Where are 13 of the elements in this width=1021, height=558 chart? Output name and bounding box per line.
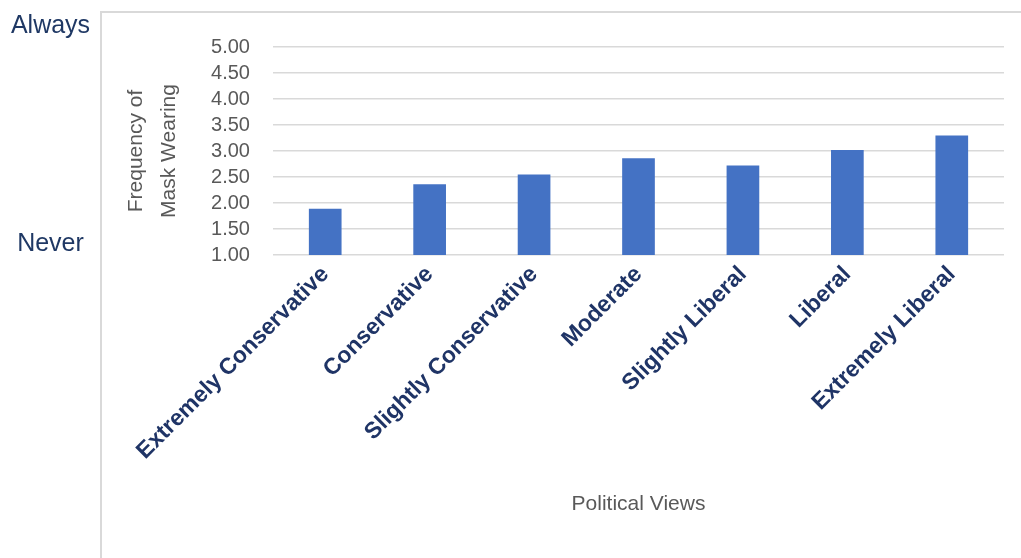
y-tick-label: 2.00 <box>211 190 250 213</box>
x-axis-title: Political Views <box>571 491 706 515</box>
y-axis-title: Frequency of Mask Wearing <box>122 84 180 218</box>
y-tick-label: 1.00 <box>211 242 250 265</box>
y-tick-label: 4.00 <box>211 86 250 109</box>
y-tick-label: 3.00 <box>211 138 250 161</box>
text: Never <box>16 227 85 257</box>
y-tick-label: 4.50 <box>211 60 250 83</box>
y-tick-label: 3.50 <box>211 112 250 135</box>
text: Always <box>9 9 92 39</box>
y-tick-label: 5.00 <box>211 34 250 57</box>
y-tick-label: 1.50 <box>211 216 250 239</box>
y-tick-label: 2.50 <box>211 164 250 187</box>
